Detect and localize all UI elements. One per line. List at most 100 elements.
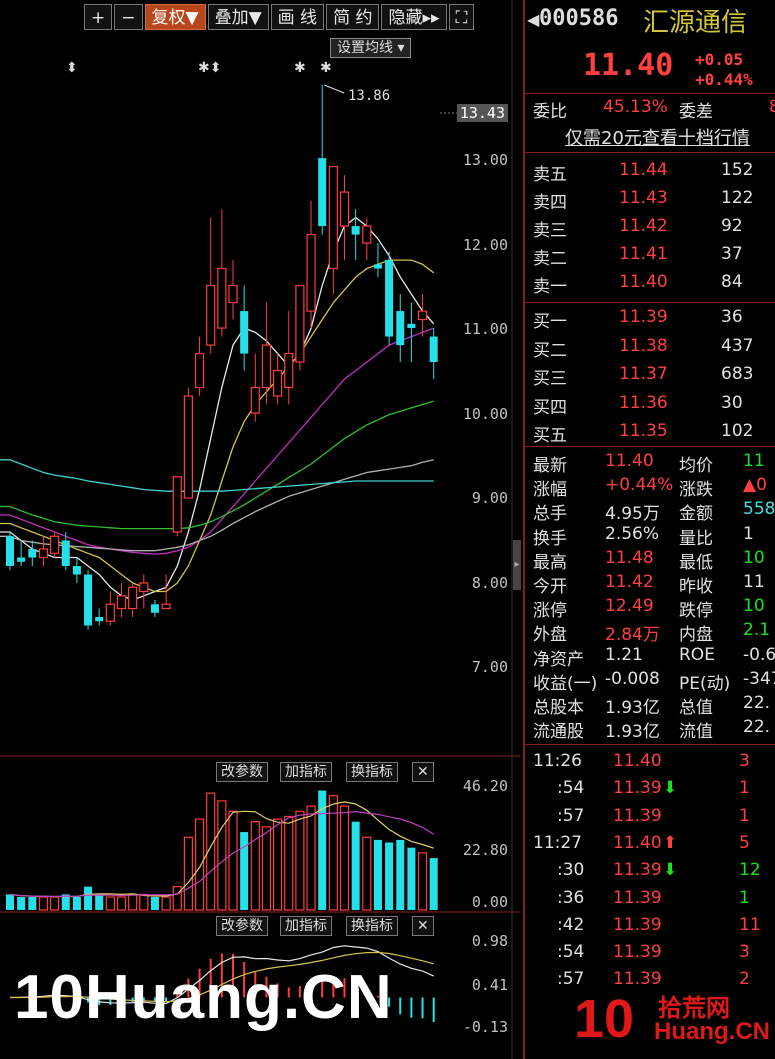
tick-price: 11.39 — [613, 887, 662, 908]
stat-row: 收益(一) -0.008 PE(动) -347 — [531, 669, 775, 695]
event-marker[interactable]: ⬍ — [66, 60, 78, 76]
draw-line-button[interactable]: 画 线 — [270, 4, 325, 30]
ask-volume: 152 — [721, 160, 754, 180]
stat-label: 净资产 — [533, 649, 584, 670]
candle-body — [84, 574, 93, 626]
stat-value: 11.40 — [605, 451, 654, 471]
stat-row: 外盘 2.84万 内盘 2.1 — [531, 620, 775, 646]
vol-switch-indicator-button[interactable]: 换指标 — [346, 762, 398, 782]
vol-add-indicator-button[interactable]: 加指标 — [280, 762, 332, 782]
volume-bar — [295, 810, 305, 911]
stat-value: 1.93亿 — [605, 722, 660, 743]
stat-value: 11.48 — [605, 547, 654, 568]
candle-body — [396, 311, 405, 346]
candle-body — [407, 323, 416, 329]
volume-bar — [95, 894, 104, 910]
bid-row: 买一 11.39 36 — [531, 307, 775, 333]
volume-tick: 46.20 — [462, 777, 508, 795]
volume-bar — [429, 858, 438, 910]
price-change-pct: +0.44% — [695, 70, 753, 89]
stat-row: 总手 4.95万 金额 558 — [531, 499, 775, 525]
hide-button[interactable]: 隐藏▸▸ — [381, 4, 447, 30]
price-change: +0.05 — [695, 50, 744, 69]
ma-settings-button[interactable]: 设置均线 ▾ — [330, 38, 412, 58]
volume-bar — [240, 832, 249, 910]
volume-bar — [250, 821, 260, 911]
tick-time: 11:27 — [533, 832, 582, 853]
candle-body — [116, 595, 127, 610]
candle-body — [128, 586, 138, 610]
event-marker[interactable]: ✱ — [320, 60, 332, 76]
wb-label: 委比 — [533, 102, 567, 122]
candle-body — [284, 352, 294, 389]
kline-chart[interactable] — [0, 0, 520, 1059]
tick-price: 11.39 — [613, 860, 662, 881]
logo-number: 10 — [574, 989, 635, 1049]
candle-body — [61, 540, 70, 567]
stat-row: 涨幅 +0.44% 涨跌 ▲0 — [531, 475, 775, 501]
price-tick: 9.00 — [471, 489, 508, 507]
back-arrow-icon[interactable]: ◀ — [527, 10, 540, 29]
ask-label: 卖三 — [533, 221, 567, 241]
ask-price: 11.40 — [619, 272, 668, 292]
tick-row: :57 11.39 1 — [531, 806, 775, 832]
bid-volume: 36 — [721, 307, 743, 327]
overlay-dropdown[interactable]: 叠加▼ — [207, 4, 269, 30]
ma-line — [0, 459, 434, 492]
event-marker[interactable]: ✱ — [294, 60, 306, 76]
candle-body — [38, 548, 49, 559]
volume-bar — [206, 792, 216, 911]
stat-label: 涨幅 — [533, 480, 567, 501]
price-axis: 13.43 13.00 12.00 11.00 10.00 9.00 8.00 … — [440, 0, 508, 700]
chart-toolbar: + − 复权▼ 叠加▼ 画 线 简 约 隐藏▸▸ ⛶ — [84, 4, 475, 32]
indicator-tick: 0.98 — [471, 932, 508, 950]
candle-body — [217, 267, 227, 329]
quote-panel: ◀ 000586 汇源通信 11.40 +0.05 +0.44% 委比 45.1… — [523, 0, 775, 1059]
fullscreen-icon[interactable]: ⛶ — [448, 4, 475, 30]
volume-ma-line — [9, 810, 435, 898]
tick-volume: 5 — [739, 832, 750, 853]
candle-body — [295, 284, 305, 363]
volume-bar — [306, 805, 316, 911]
event-marker[interactable]: ✱⬍ — [198, 60, 222, 76]
stat-label: 跌停 — [679, 601, 713, 622]
vol-edit-params-button[interactable]: 改参数 — [216, 762, 268, 782]
tick-volume: 1 — [739, 805, 750, 826]
zoom-in-button[interactable]: + — [84, 4, 113, 30]
tick-price: 11.40 — [613, 751, 662, 771]
simple-button[interactable]: 简 约 — [326, 4, 380, 30]
stat-label: PE(动) — [679, 673, 731, 694]
zoom-out-button[interactable]: − — [114, 4, 143, 30]
ind-edit-params-button[interactable]: 改参数 — [216, 916, 268, 936]
stat-value: 2.1 — [743, 620, 771, 641]
tick-time: :30 — [557, 860, 585, 881]
upgrade-link[interactable]: 仅需20元查看十档行情 — [565, 128, 750, 149]
stat-label: ROE — [679, 644, 715, 665]
ind-switch-indicator-button[interactable]: 换指标 — [346, 916, 398, 936]
candle-body — [49, 535, 60, 554]
stat-label: 流通股 — [533, 722, 584, 743]
panel-collapse-handle[interactable]: ▸ — [513, 540, 521, 590]
volume-tick: 0.00 — [471, 893, 508, 911]
stat-value: 11.42 — [605, 572, 654, 592]
stat-row: 净资产 1.21 ROE -0.6 — [531, 645, 775, 671]
ind-add-indicator-button[interactable]: 加指标 — [280, 916, 332, 936]
candle-body — [417, 310, 428, 321]
volume-bar — [172, 886, 182, 911]
vol-close-icon[interactable]: ✕ — [412, 762, 434, 782]
bid-row: 买五 11.35 102 — [531, 421, 775, 447]
tick-row: 11:27 11.40 ⬆ 5 — [531, 833, 775, 859]
candle-body — [206, 284, 216, 346]
stat-label: 涨跌 — [679, 480, 713, 501]
ind-close-icon[interactable]: ✕ — [412, 916, 434, 936]
tick-time: :36 — [557, 887, 585, 908]
candle-body — [429, 336, 438, 363]
volume-bar — [417, 852, 428, 911]
stat-label: 昨收 — [679, 577, 713, 597]
watermark-text: 10Huang.CN — [14, 963, 393, 1032]
adjust-dropdown[interactable]: 复权▼ — [144, 4, 206, 30]
candle-body — [240, 311, 249, 354]
candle-body — [273, 369, 283, 397]
logo-cn: 拾荒网 — [658, 994, 730, 1022]
volume-bar — [362, 836, 372, 911]
